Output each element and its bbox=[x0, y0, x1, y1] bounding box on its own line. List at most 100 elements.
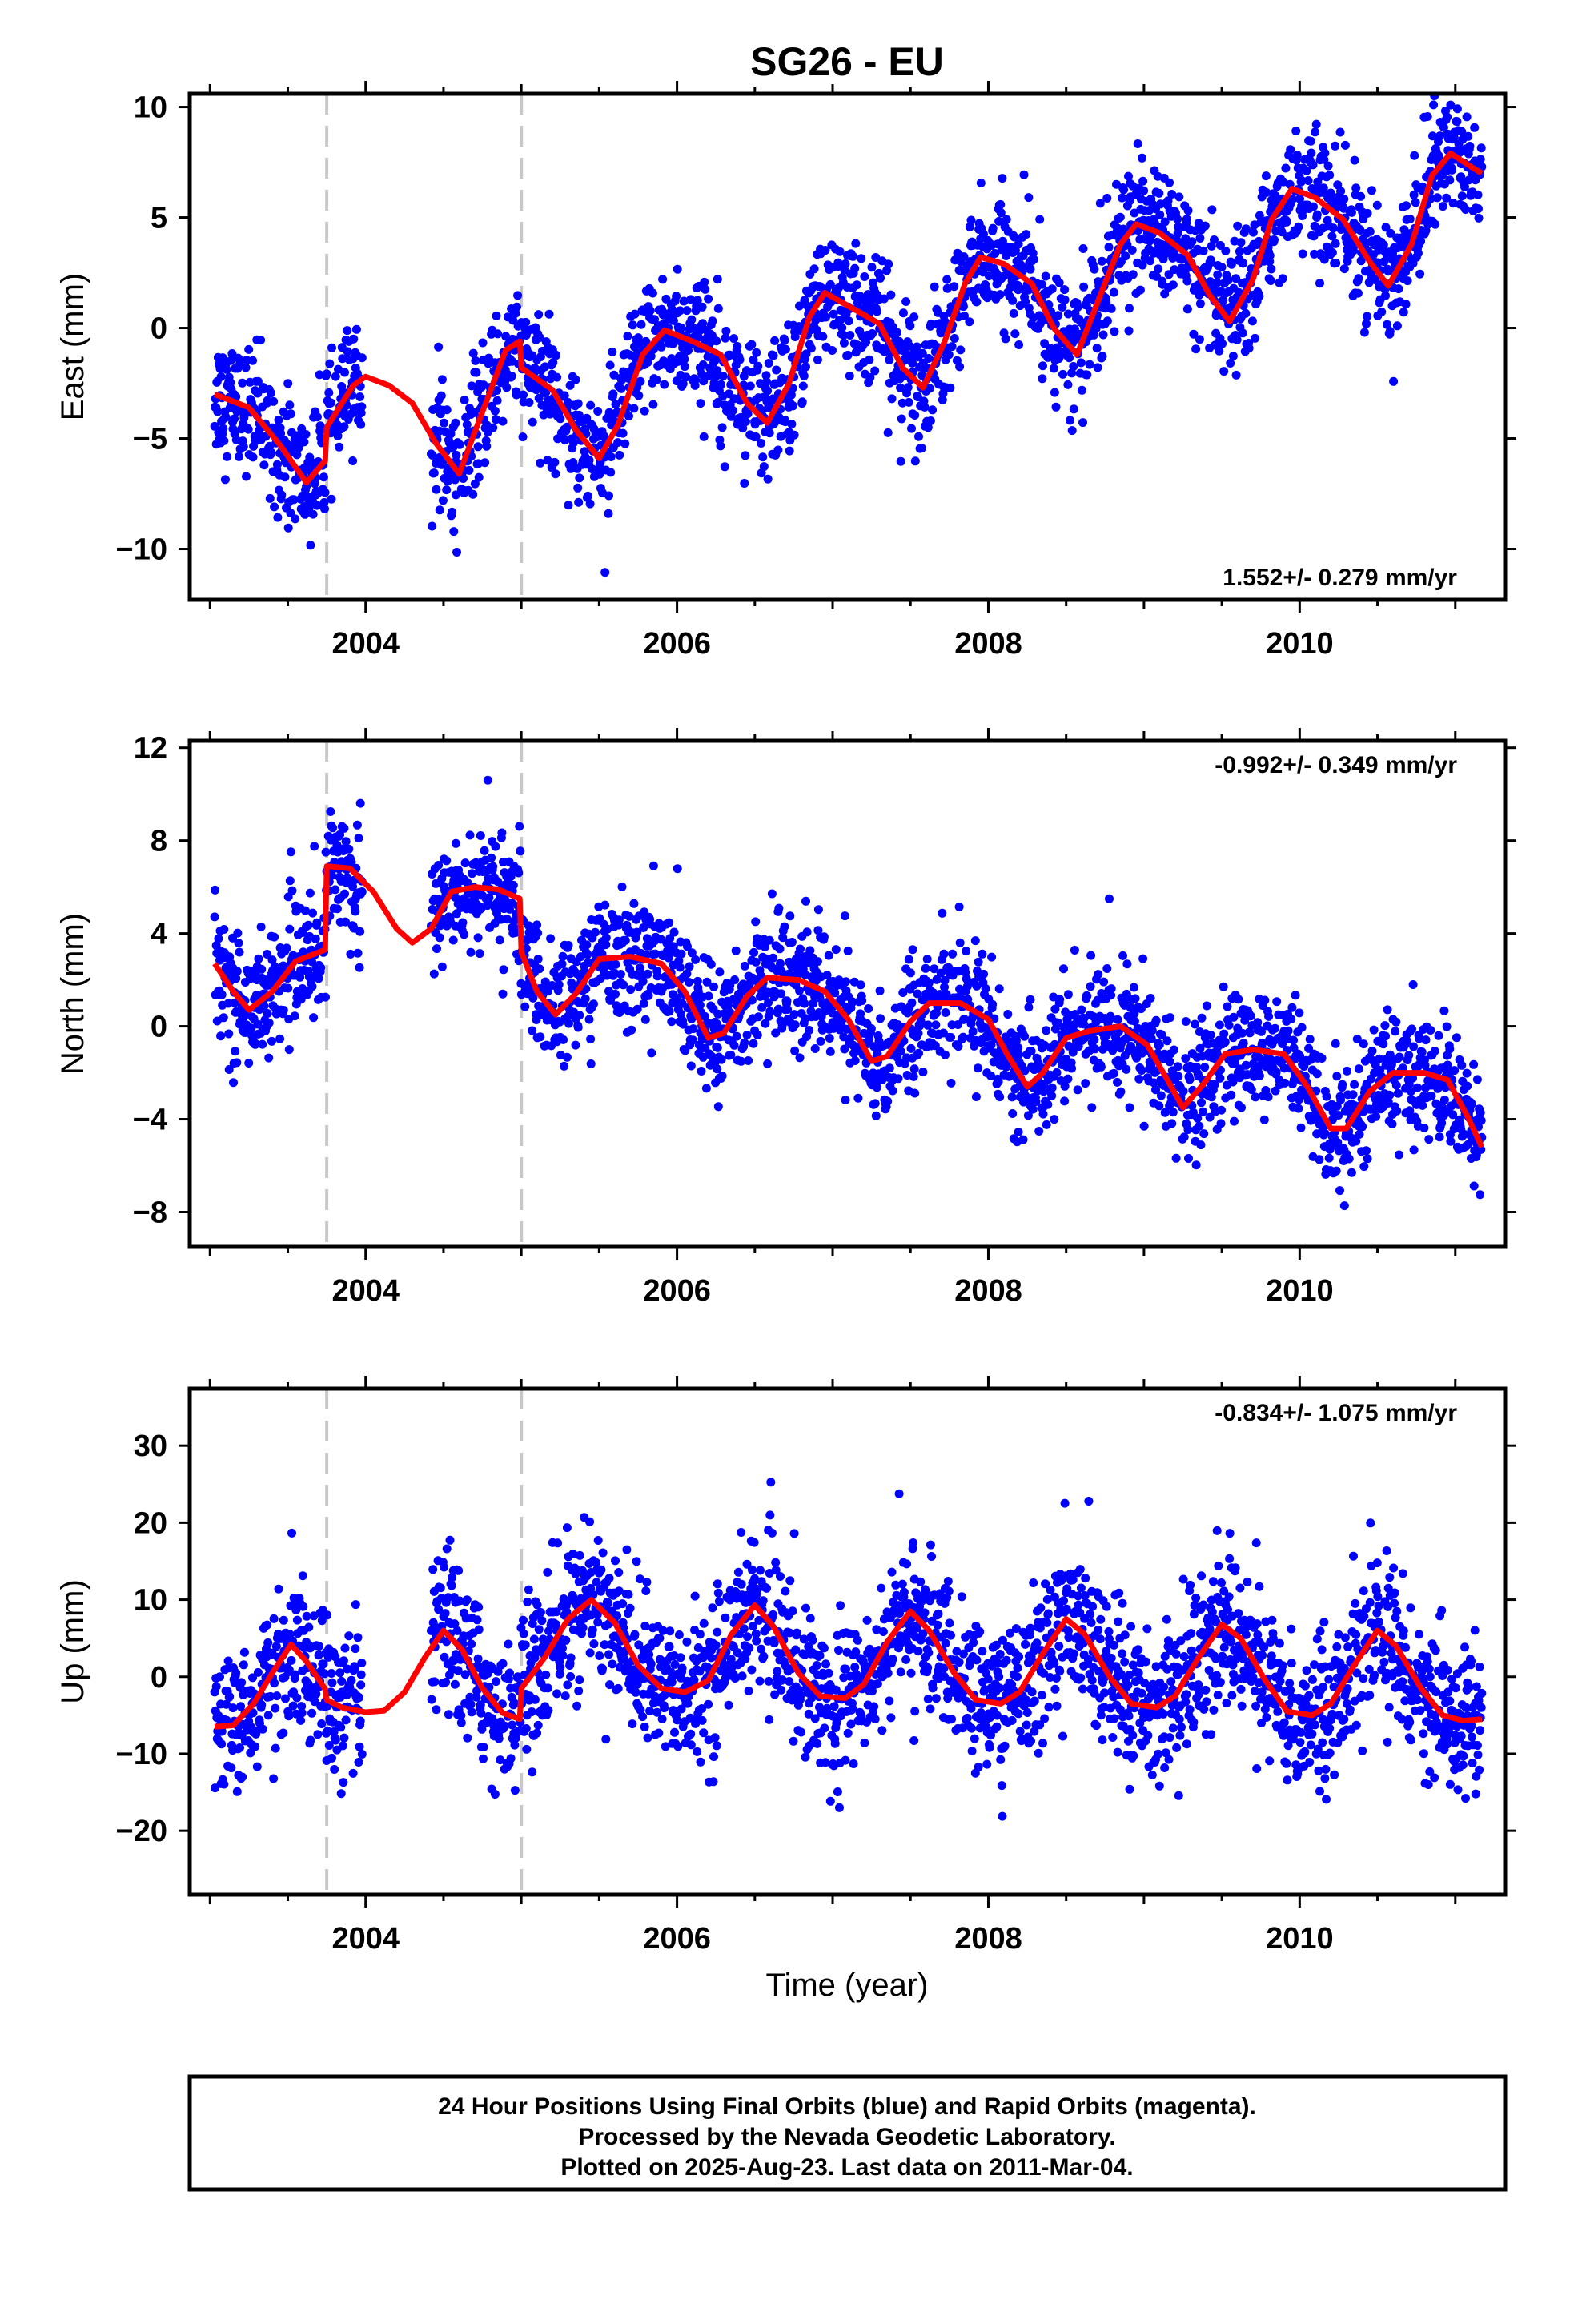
data-point bbox=[1055, 349, 1065, 359]
data-point bbox=[888, 1086, 897, 1096]
data-point bbox=[1217, 1105, 1226, 1115]
data-point bbox=[1452, 117, 1462, 127]
data-point bbox=[1264, 1011, 1274, 1021]
data-point bbox=[519, 390, 528, 400]
data-point bbox=[765, 935, 774, 945]
data-point bbox=[845, 371, 854, 380]
data-point bbox=[600, 900, 610, 910]
data-point bbox=[669, 316, 678, 325]
data-point bbox=[600, 568, 610, 577]
data-point bbox=[1331, 259, 1341, 268]
data-point bbox=[320, 488, 330, 497]
data-point bbox=[557, 959, 567, 969]
data-point bbox=[689, 1024, 698, 1034]
data-point bbox=[1359, 1162, 1369, 1172]
data-point bbox=[1362, 319, 1371, 328]
data-point bbox=[1217, 263, 1227, 272]
data-point bbox=[482, 441, 492, 451]
data-point bbox=[1379, 257, 1389, 267]
data-point bbox=[463, 878, 472, 887]
data-point bbox=[1270, 235, 1279, 244]
data-point bbox=[1035, 215, 1045, 224]
data-point bbox=[483, 775, 492, 785]
data-point bbox=[1280, 1078, 1290, 1088]
data-point bbox=[437, 962, 447, 971]
data-point bbox=[1200, 221, 1210, 231]
data-point bbox=[1138, 954, 1148, 963]
data-point bbox=[1007, 1092, 1017, 1102]
data-point bbox=[1146, 994, 1155, 1003]
data-point bbox=[502, 383, 512, 392]
y-axis-label: East (mm) bbox=[55, 273, 90, 420]
data-point bbox=[270, 932, 279, 942]
data-point bbox=[1278, 274, 1287, 283]
data-point bbox=[1417, 1047, 1427, 1057]
data-point bbox=[1399, 308, 1408, 317]
data-point bbox=[856, 1009, 865, 1019]
data-point bbox=[1320, 1128, 1330, 1138]
data-point bbox=[767, 889, 777, 899]
data-point bbox=[1404, 1051, 1414, 1060]
data-point bbox=[274, 415, 283, 424]
data-point bbox=[428, 521, 437, 531]
data-point bbox=[1011, 1036, 1021, 1046]
data-point bbox=[930, 964, 939, 974]
data-point bbox=[548, 358, 558, 368]
data-point bbox=[717, 1072, 727, 1080]
data-point bbox=[841, 259, 850, 268]
data-point bbox=[813, 957, 822, 967]
data-point bbox=[645, 306, 655, 316]
data-point bbox=[1090, 264, 1099, 274]
data-point bbox=[790, 332, 800, 341]
data-point bbox=[1079, 282, 1089, 292]
data-point bbox=[1286, 145, 1295, 155]
data-point bbox=[282, 943, 291, 953]
data-point bbox=[787, 420, 797, 429]
data-point bbox=[912, 342, 921, 352]
data-point bbox=[492, 386, 501, 395]
data-point bbox=[451, 418, 460, 428]
data-point bbox=[248, 452, 258, 462]
data-point bbox=[584, 1015, 594, 1024]
data-point bbox=[620, 935, 630, 945]
data-point bbox=[841, 1096, 850, 1104]
data-point bbox=[918, 1068, 928, 1077]
data-point bbox=[789, 1010, 799, 1019]
data-point bbox=[312, 918, 322, 927]
data-point bbox=[851, 239, 861, 248]
data-point bbox=[1402, 201, 1411, 211]
data-point bbox=[215, 364, 225, 373]
data-point bbox=[1474, 204, 1483, 214]
data-point bbox=[1430, 1047, 1439, 1055]
data-point bbox=[564, 941, 573, 950]
data-point bbox=[1199, 1129, 1209, 1139]
data-point bbox=[1339, 1201, 1349, 1211]
data-point bbox=[435, 505, 444, 515]
data-point bbox=[1379, 1039, 1388, 1049]
data-point bbox=[1237, 1103, 1246, 1112]
data-point bbox=[1187, 237, 1197, 247]
data-point bbox=[478, 338, 488, 348]
data-point bbox=[1020, 1031, 1030, 1041]
data-point bbox=[1073, 1085, 1082, 1095]
plot-frame bbox=[187, 91, 1508, 602]
data-point bbox=[865, 355, 874, 364]
data-point bbox=[474, 472, 484, 482]
data-point bbox=[1399, 225, 1409, 235]
data-point bbox=[1474, 213, 1484, 223]
data-point bbox=[1122, 1064, 1131, 1074]
data-point bbox=[213, 407, 223, 416]
data-point bbox=[1014, 1128, 1023, 1136]
data-point bbox=[1335, 1186, 1344, 1196]
data-point bbox=[965, 222, 974, 231]
data-point bbox=[747, 995, 757, 1005]
data-point bbox=[809, 999, 817, 1008]
data-point bbox=[1169, 1045, 1178, 1055]
data-point bbox=[1371, 275, 1380, 284]
data-point bbox=[619, 367, 628, 376]
data-point bbox=[583, 950, 592, 959]
data-point bbox=[269, 396, 279, 406]
data-point bbox=[1212, 278, 1222, 287]
data-point bbox=[1008, 296, 1018, 305]
data-point bbox=[573, 483, 583, 493]
